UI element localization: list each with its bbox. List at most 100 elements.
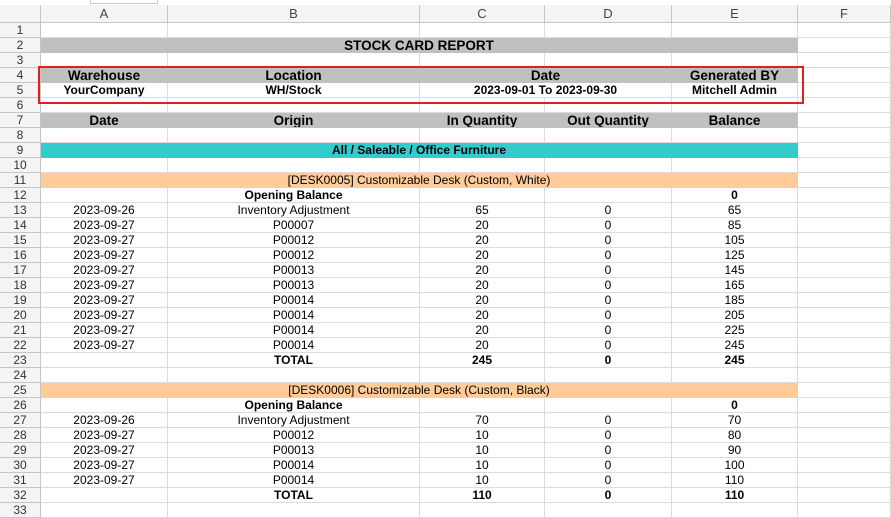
date-header[interactable]: Date: [420, 68, 672, 83]
cell[interactable]: [798, 473, 891, 488]
balance-cell[interactable]: 165: [672, 278, 798, 293]
row-header[interactable]: 17: [0, 263, 41, 278]
origin-cell[interactable]: P00007: [168, 218, 420, 233]
row-header[interactable]: 21: [0, 323, 41, 338]
cell[interactable]: [672, 128, 798, 143]
cell[interactable]: [168, 98, 420, 113]
cell[interactable]: [41, 368, 168, 383]
in-qty-cell[interactable]: 20: [420, 323, 545, 338]
origin-cell[interactable]: P00013: [168, 278, 420, 293]
total-label[interactable]: TOTAL: [168, 353, 420, 368]
balance-cell[interactable]: 205: [672, 308, 798, 323]
row-header[interactable]: 12: [0, 188, 41, 203]
row-header[interactable]: 2: [0, 38, 41, 53]
cell[interactable]: [672, 503, 798, 518]
cell[interactable]: [798, 113, 891, 128]
in-qty-cell[interactable]: 20: [420, 248, 545, 263]
cell[interactable]: [420, 53, 545, 68]
row-header[interactable]: 15: [0, 233, 41, 248]
out-qty-cell[interactable]: 0: [545, 308, 672, 323]
row-header[interactable]: 30: [0, 458, 41, 473]
date-range-value[interactable]: 2023-09-01 To 2023-09-30: [420, 83, 672, 98]
cell[interactable]: [41, 128, 168, 143]
cell[interactable]: [420, 368, 545, 383]
generated-by-value[interactable]: Mitchell Admin: [672, 83, 798, 98]
column-header-d[interactable]: D: [545, 5, 672, 23]
cell[interactable]: [798, 128, 891, 143]
balance-cell[interactable]: 70: [672, 413, 798, 428]
cell[interactable]: [545, 188, 672, 203]
in-qty-cell[interactable]: 20: [420, 293, 545, 308]
location-header[interactable]: Location: [168, 68, 420, 83]
cell[interactable]: [798, 23, 891, 38]
origin-cell[interactable]: P00014: [168, 473, 420, 488]
cell[interactable]: [420, 398, 545, 413]
cell[interactable]: [798, 443, 891, 458]
out-qty-cell[interactable]: 0: [545, 443, 672, 458]
cell[interactable]: [672, 158, 798, 173]
balance-cell[interactable]: 105: [672, 233, 798, 248]
cell[interactable]: [545, 23, 672, 38]
date-cell[interactable]: 2023-09-26: [41, 203, 168, 218]
row-header[interactable]: 20: [0, 308, 41, 323]
row-header[interactable]: 7: [0, 113, 41, 128]
in-qty-cell[interactable]: 20: [420, 338, 545, 353]
total-balance[interactable]: 245: [672, 353, 798, 368]
cell[interactable]: [798, 413, 891, 428]
select-all-corner[interactable]: [0, 5, 41, 23]
balance-cell[interactable]: 80: [672, 428, 798, 443]
opening-balance-label[interactable]: Opening Balance: [168, 188, 420, 203]
date-cell[interactable]: 2023-09-27: [41, 278, 168, 293]
origin-cell[interactable]: P00014: [168, 308, 420, 323]
opening-balance-value[interactable]: 0: [672, 398, 798, 413]
date-cell[interactable]: 2023-09-26: [41, 413, 168, 428]
col-out-qty-header[interactable]: Out Quantity: [545, 113, 672, 128]
cell[interactable]: [672, 23, 798, 38]
cell[interactable]: [798, 428, 891, 443]
cell[interactable]: [798, 53, 891, 68]
cell[interactable]: [545, 503, 672, 518]
column-header-e[interactable]: E: [672, 5, 798, 23]
cell[interactable]: [420, 98, 545, 113]
cell[interactable]: [168, 503, 420, 518]
row-header[interactable]: 29: [0, 443, 41, 458]
column-header-a[interactable]: A: [41, 5, 168, 23]
report-title[interactable]: STOCK CARD REPORT: [41, 38, 798, 53]
col-date-header[interactable]: Date: [41, 113, 168, 128]
total-in-qty[interactable]: 110: [420, 488, 545, 503]
row-header[interactable]: 31: [0, 473, 41, 488]
in-qty-cell[interactable]: 20: [420, 263, 545, 278]
row-header[interactable]: 18: [0, 278, 41, 293]
date-cell[interactable]: 2023-09-27: [41, 473, 168, 488]
balance-cell[interactable]: 185: [672, 293, 798, 308]
cell[interactable]: [41, 98, 168, 113]
cell[interactable]: [168, 128, 420, 143]
row-header[interactable]: 10: [0, 158, 41, 173]
origin-cell[interactable]: P00014: [168, 338, 420, 353]
origin-cell[interactable]: P00014: [168, 458, 420, 473]
product-banner[interactable]: [DESK0005] Customizable Desk (Custom, Wh…: [41, 173, 798, 188]
cell[interactable]: [420, 503, 545, 518]
out-qty-cell[interactable]: 0: [545, 248, 672, 263]
row-header[interactable]: 9: [0, 143, 41, 158]
warehouse-header[interactable]: Warehouse: [41, 68, 168, 83]
cell[interactable]: [41, 488, 168, 503]
cell[interactable]: [420, 128, 545, 143]
cell[interactable]: [41, 353, 168, 368]
row-header[interactable]: 23: [0, 353, 41, 368]
date-cell[interactable]: 2023-09-27: [41, 338, 168, 353]
cell[interactable]: [798, 98, 891, 113]
opening-balance-value[interactable]: 0: [672, 188, 798, 203]
cell[interactable]: [798, 323, 891, 338]
date-cell[interactable]: 2023-09-27: [41, 218, 168, 233]
row-header[interactable]: 1: [0, 23, 41, 38]
in-qty-cell[interactable]: 20: [420, 278, 545, 293]
cell[interactable]: [798, 293, 891, 308]
row-header[interactable]: 27: [0, 413, 41, 428]
row-header[interactable]: 26: [0, 398, 41, 413]
cell[interactable]: [545, 398, 672, 413]
cell[interactable]: [420, 23, 545, 38]
cell[interactable]: [798, 353, 891, 368]
location-value[interactable]: WH/Stock: [168, 83, 420, 98]
cell[interactable]: [672, 368, 798, 383]
